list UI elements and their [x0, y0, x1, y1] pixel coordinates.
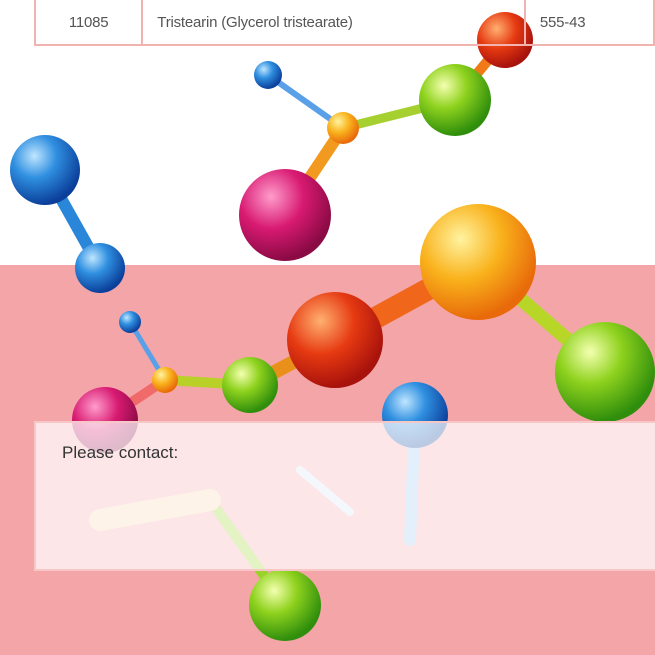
atom [419, 64, 491, 136]
contact-box: Please contact: [34, 421, 655, 571]
catalog-number: 11085 [33, 0, 144, 46]
atom [119, 311, 141, 333]
atom [287, 292, 383, 388]
atom [10, 135, 80, 205]
product-name: Tristearin (Glycerol tristearate) [141, 0, 526, 46]
atom [152, 367, 178, 393]
atom [222, 357, 278, 413]
atom [75, 243, 125, 293]
atom [254, 61, 282, 89]
product-table: 11085 Tristearin (Glycerol tristearate) … [33, 0, 655, 46]
contact-label: Please contact: [62, 443, 179, 462]
atom [249, 569, 321, 641]
table-row: 11085 Tristearin (Glycerol tristearate) … [33, 0, 655, 46]
cas-number: 555-43 [523, 0, 655, 46]
atom [239, 169, 331, 261]
atom [420, 204, 536, 320]
atom [555, 322, 655, 422]
atom [327, 112, 359, 144]
